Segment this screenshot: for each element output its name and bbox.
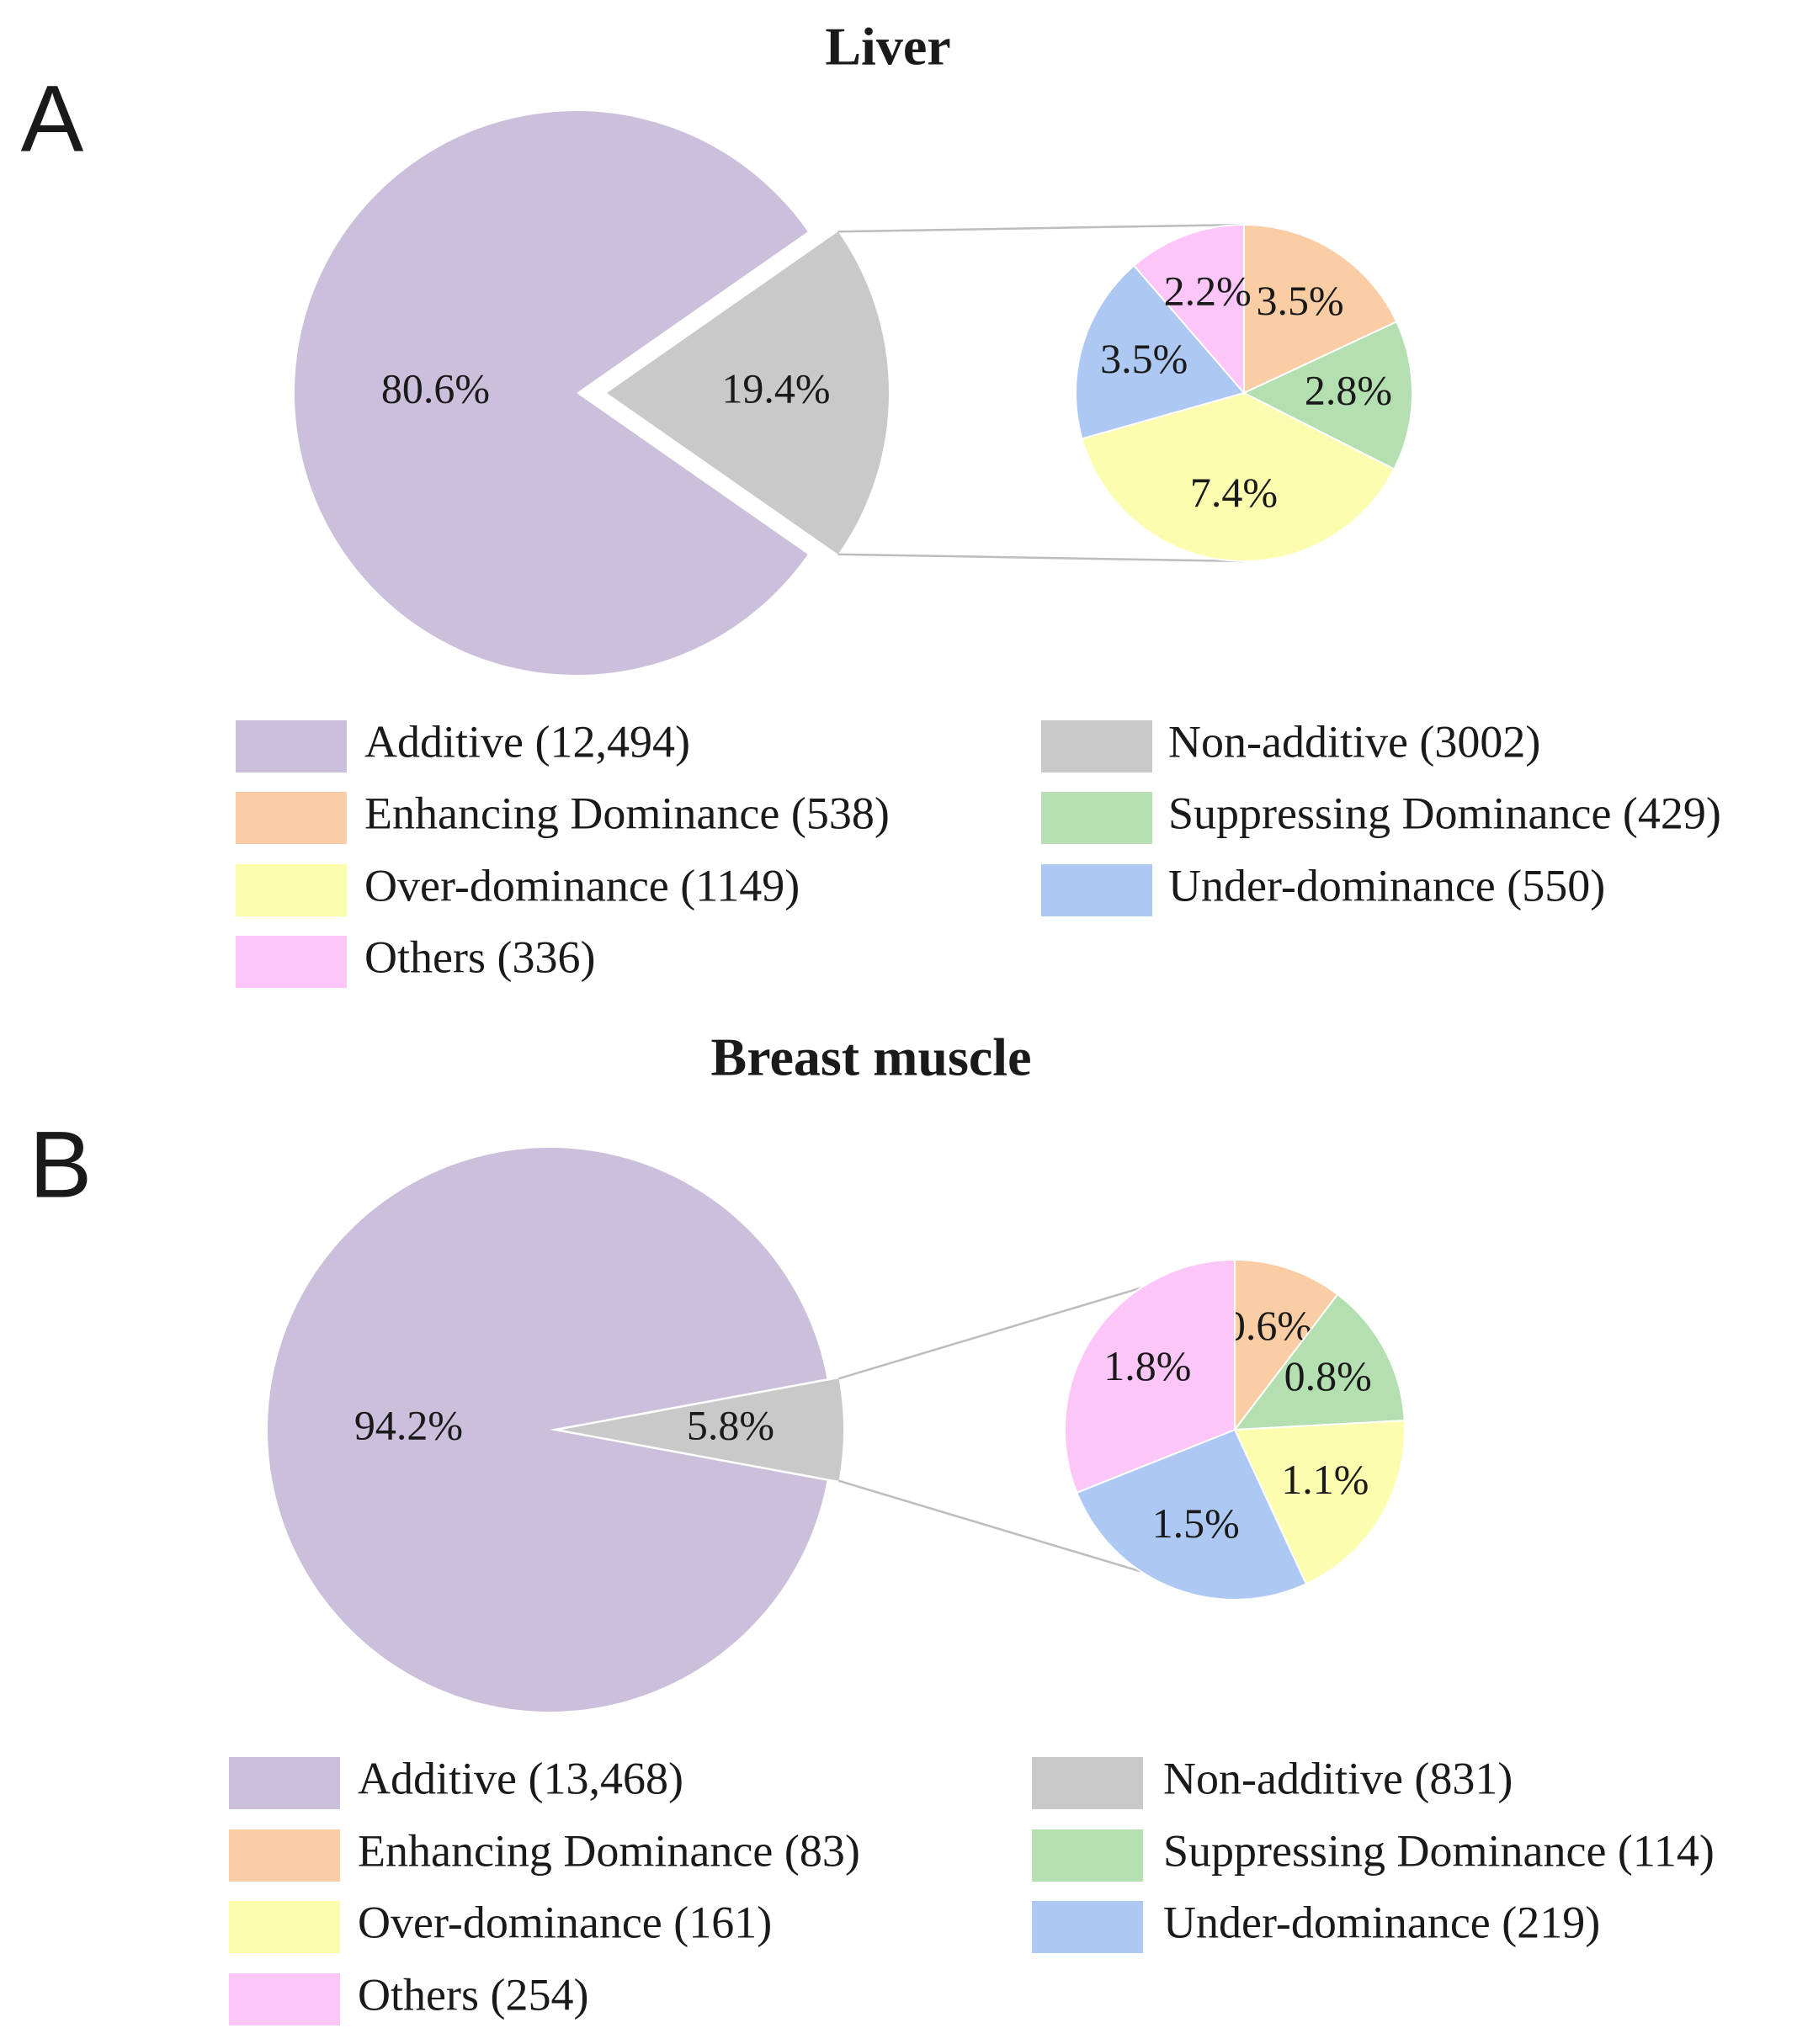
sub-slice-label: 7.4% <box>1190 469 1278 516</box>
sub-slice-label: 1.1% <box>1281 1456 1369 1503</box>
sub-pie-slice <box>1075 264 1246 440</box>
legend-swatch <box>236 720 347 772</box>
legend-swatch <box>1032 1901 1143 1953</box>
legend-label: Others (254) <box>358 1969 588 2020</box>
sub-pie-slice <box>1243 223 1398 395</box>
pie-slice <box>295 111 808 676</box>
legend-label: Suppressing Dominance (114) <box>1163 1825 1715 1876</box>
slice-label: 5.8% <box>687 1401 774 1448</box>
pie-slice <box>268 1148 827 1712</box>
sub-pie-slice <box>1233 1420 1406 1585</box>
legend-swatch <box>1041 720 1152 772</box>
sub-pie-slice <box>1064 1258 1236 1495</box>
legend-label: Under-dominance (550) <box>1168 860 1605 911</box>
legend-label: Enhancing Dominance (83) <box>358 1825 860 1876</box>
panel-label: A <box>21 66 84 172</box>
legend-label: Non-additive (3002) <box>1168 716 1540 767</box>
chart-title: Liver <box>825 17 950 77</box>
sub-slice-label: 2.2% <box>1164 267 1252 314</box>
legend-label: Under-dominance (219) <box>1163 1897 1600 1947</box>
legend-swatch <box>1041 792 1152 844</box>
sub-pie-slice <box>1241 320 1413 470</box>
sub-pie-slice <box>1132 223 1245 396</box>
pie-slice <box>561 1378 843 1481</box>
sub-slice-label: 0.6% <box>1225 1302 1312 1349</box>
legend-label: Additive (13,468) <box>358 1753 683 1803</box>
panel-label: B <box>29 1112 93 1218</box>
legend-label: Over-dominance (1149) <box>364 860 800 911</box>
sub-slice-label: 3.5% <box>1100 335 1188 382</box>
legend-label: Others (336) <box>364 932 595 982</box>
legend-swatch <box>236 864 347 916</box>
sub-slice-label: 2.8% <box>1305 366 1392 413</box>
chart-title: Breast muscle <box>711 1027 1032 1087</box>
legend-swatch <box>1032 1757 1143 1809</box>
legend-label: Additive (12,494) <box>364 716 690 767</box>
pie-slice <box>607 231 889 555</box>
legend-swatch <box>236 936 347 988</box>
sub-slice-label: 1.5% <box>1152 1500 1240 1547</box>
legend-swatch <box>229 1829 340 1882</box>
legend-label: Suppressing Dominance (429) <box>1168 788 1721 838</box>
legend-label: Non-additive (831) <box>1163 1753 1513 1803</box>
legend-swatch <box>236 792 347 844</box>
legend-swatch <box>229 1973 340 2025</box>
slice-label: 80.6% <box>381 364 490 411</box>
legend-swatch <box>1041 864 1152 916</box>
sub-pie-slice <box>1081 391 1396 562</box>
slice-label: 19.4% <box>721 364 830 411</box>
sub-slice-label: 1.8% <box>1103 1342 1191 1389</box>
legend-swatch <box>229 1757 340 1809</box>
slice-label: 94.2% <box>354 1401 463 1448</box>
legend-label: Enhancing Dominance (538) <box>364 788 890 838</box>
sub-slice-label: 3.5% <box>1257 277 1344 324</box>
connector-line <box>837 223 1245 233</box>
sub-pie-slice <box>1232 1293 1406 1431</box>
sub-slice-label: 0.8% <box>1284 1352 1372 1399</box>
sub-pie-slice <box>1234 1258 1339 1432</box>
connector-line <box>837 553 1245 563</box>
legend-swatch <box>229 1901 340 1953</box>
legend-label: Over-dominance (161) <box>358 1897 772 1947</box>
legend-swatch <box>1032 1829 1143 1882</box>
sub-pie-slice <box>1076 1428 1308 1601</box>
